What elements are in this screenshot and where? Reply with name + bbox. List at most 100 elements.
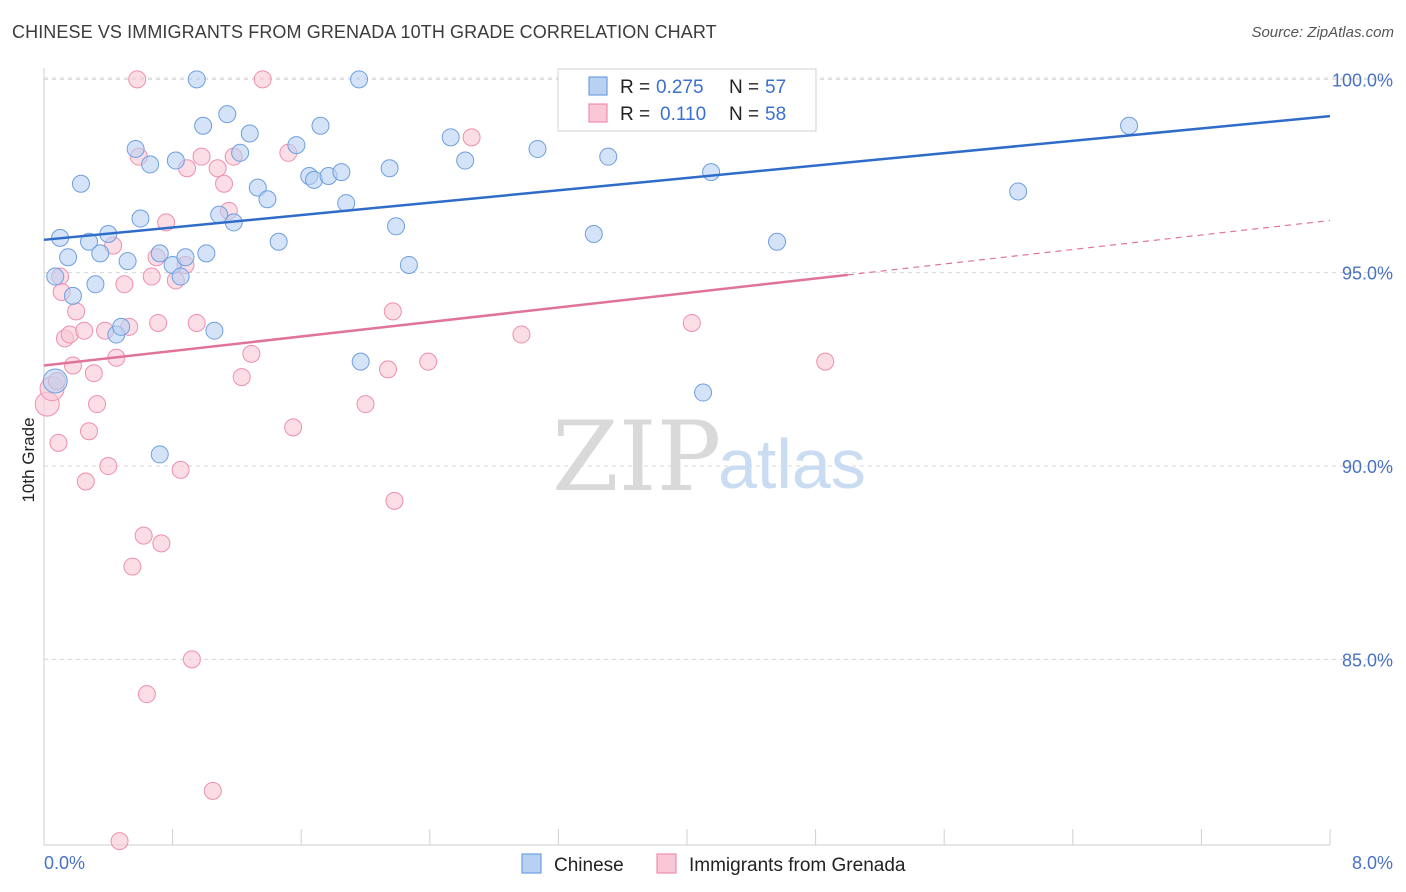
chinese-point — [231, 143, 250, 162]
chart-title: CHINESE VS IMMIGRANTS FROM GRENADA 10TH … — [12, 22, 717, 42]
chinese-point — [248, 178, 267, 197]
chinese-point — [351, 352, 370, 371]
chinese-point — [702, 163, 721, 182]
bottom-legend-swatch-chinese — [521, 853, 542, 874]
chinese-point — [118, 252, 137, 271]
legend-swatch-chinese — [588, 76, 608, 96]
chinese-point — [80, 232, 99, 251]
chinese-point — [218, 105, 237, 124]
chinese-point — [197, 244, 216, 263]
y-tick-labels: 100.0% 95.0% 90.0% 85.0% — [1332, 70, 1393, 670]
grenada-point — [187, 313, 206, 332]
y-tick-label: 100.0% — [1332, 70, 1393, 90]
trend-line-grenada-extension — [847, 219, 1331, 276]
grenada-point — [128, 70, 147, 89]
grenada-point — [152, 534, 171, 553]
chart-source: Source: ZipAtlas.com — [1251, 24, 1394, 41]
grenada-point — [80, 422, 99, 441]
y-axis-label: 10th Grade — [19, 417, 38, 502]
bottom-legend-label-grenada: Immigrants from Grenada — [689, 855, 906, 876]
grenada-point — [253, 70, 272, 89]
grenada-point — [171, 460, 190, 479]
chinese-point — [59, 248, 78, 267]
grenada-point — [816, 352, 835, 371]
chinese-point — [205, 321, 224, 340]
chinese-point — [71, 174, 90, 193]
chinese-point — [171, 267, 190, 286]
bottom-legend-swatch-grenada — [656, 853, 677, 874]
chinese-point — [768, 232, 787, 251]
grenada-point — [142, 267, 161, 286]
chinese-point — [150, 445, 169, 464]
chinese-point — [456, 151, 475, 170]
grenada-point — [462, 128, 481, 147]
legend-r-value-chinese: 0.275 — [656, 77, 704, 98]
y-tick-label: 85.0% — [1342, 650, 1393, 670]
grenada-point — [215, 174, 234, 193]
grenada-point — [419, 352, 438, 371]
bottom-legend-label-chinese: Chinese — [554, 855, 624, 876]
chinese-point — [599, 147, 618, 166]
chinese-point — [1120, 116, 1139, 135]
grenada-point — [115, 275, 134, 294]
chinese-point — [63, 286, 82, 305]
chinese-point — [46, 267, 65, 286]
grenada-point — [242, 344, 261, 363]
grenada-point — [232, 368, 251, 387]
chinese-point — [86, 275, 105, 294]
chinese-point — [694, 383, 713, 402]
chinese-point — [91, 244, 110, 263]
y-tick-label: 90.0% — [1342, 457, 1393, 477]
grenada-point — [208, 159, 227, 178]
legend-box: R = 0.275 N = 57 R = 0.110 N = 58 — [557, 68, 817, 132]
legend-n-value-grenada: 58 — [765, 104, 786, 125]
watermark-zip: ZIP — [552, 401, 721, 513]
grenada-point — [134, 526, 153, 545]
chinese-point — [287, 136, 306, 155]
chinese-point — [528, 139, 547, 158]
grenada-point — [356, 395, 375, 414]
chinese-point — [150, 244, 169, 263]
chinese-point — [1009, 182, 1028, 201]
grid-lines — [44, 77, 1395, 660]
grenada-point — [63, 356, 82, 375]
grenada-point — [284, 418, 303, 437]
chinese-point — [311, 116, 330, 135]
grenada-point — [379, 360, 398, 379]
grenada-point — [149, 313, 168, 332]
grenada-point — [67, 302, 86, 321]
chinese-point — [187, 70, 206, 89]
grenada-point — [99, 457, 118, 476]
grenada-point — [182, 650, 201, 669]
chinese-point — [258, 190, 277, 209]
chinese-point — [441, 128, 460, 147]
chinese-point — [387, 217, 406, 236]
trend-line-chinese — [43, 114, 1331, 242]
legend-r-value-grenada: 0.110 — [660, 104, 706, 125]
chinese-point — [380, 159, 399, 178]
grenada-point — [49, 433, 68, 452]
chinese-point — [399, 255, 418, 274]
legend-n-label-chinese: N = — [729, 77, 759, 98]
chinese-point — [176, 248, 195, 267]
x-tick-label-min: 0.0% — [44, 853, 85, 873]
chinese-point — [584, 225, 603, 244]
grenada-point — [512, 325, 531, 344]
grenada-point — [383, 302, 402, 321]
legend-swatch-grenada — [588, 103, 608, 123]
y-tick-label: 95.0% — [1342, 264, 1393, 284]
x-tick-label-max: 8.0% — [1352, 853, 1393, 873]
grenada-point — [76, 472, 95, 491]
chinese-point — [240, 124, 259, 143]
grenada-point — [123, 557, 142, 576]
chinese-point — [166, 151, 185, 170]
grenada-point — [84, 364, 103, 383]
chinese-point — [332, 163, 351, 182]
chinese-point — [112, 317, 131, 336]
chinese-point — [126, 139, 145, 158]
legend-n-label-grenada: N = — [729, 104, 759, 125]
grenada-point — [385, 491, 404, 510]
grenada-point — [192, 147, 211, 166]
watermark-atlas: atlas — [718, 425, 866, 503]
